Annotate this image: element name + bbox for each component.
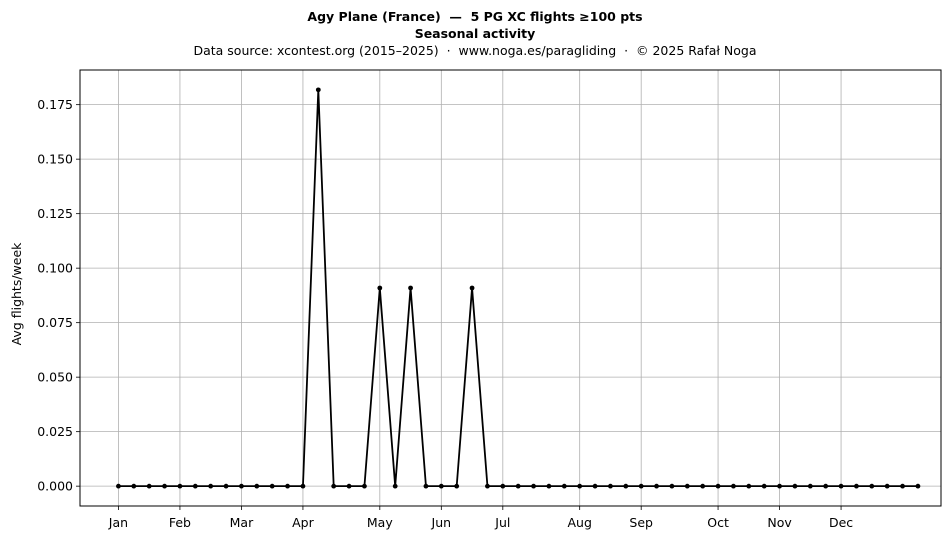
- data-point: [300, 483, 306, 489]
- plot-frame: [79, 69, 942, 507]
- data-point: [669, 483, 675, 489]
- y-tick-label: 0.150: [37, 152, 73, 167]
- x-tick-label: Apr: [292, 515, 314, 530]
- data-point: [254, 483, 260, 489]
- data-point: [223, 483, 229, 489]
- data-point: [515, 483, 521, 489]
- data-point: [838, 483, 844, 489]
- data-point: [392, 483, 398, 489]
- chart-subtitle: Seasonal activity: [414, 26, 536, 41]
- y-tick-label: 0.075: [37, 315, 73, 330]
- y-tick-label: 0.000: [37, 479, 73, 494]
- x-tick-label: Sep: [629, 515, 653, 530]
- data-point: [162, 483, 167, 489]
- data-point: [869, 483, 875, 489]
- data-point: [377, 285, 383, 291]
- grid-lines: [80, 70, 941, 506]
- data-point: [577, 483, 583, 489]
- series-line: [118, 89, 918, 488]
- data-point: [715, 483, 721, 489]
- y-axis-label: Avg flights/week: [9, 242, 24, 346]
- data-point: [592, 483, 598, 489]
- data-point: [454, 483, 460, 489]
- y-tick-label: 0.025: [37, 424, 73, 439]
- x-tick-label: Aug: [567, 515, 591, 530]
- x-axis: Jan Feb Mar Apr May Jun Jul Aug Sep Oct Nov Dec: [108, 506, 853, 530]
- data-point: [884, 483, 890, 489]
- data-point: [438, 483, 444, 489]
- data-point: [192, 483, 198, 489]
- data-point: [423, 483, 429, 489]
- data-point: [177, 483, 183, 489]
- x-tick-label: Jul: [494, 515, 510, 530]
- data-point: [208, 483, 214, 489]
- x-tick-label: Feb: [169, 515, 191, 530]
- data-point: [900, 483, 905, 489]
- data-point: [915, 483, 921, 489]
- y-tick-label: 0.125: [37, 206, 73, 221]
- x-tick-label: Jan: [108, 515, 128, 530]
- x-tick-label: May: [367, 515, 393, 530]
- data-point: [531, 483, 536, 489]
- data-point: [146, 483, 152, 489]
- data-point: [623, 483, 629, 489]
- data-point: [731, 483, 736, 489]
- data-point: [469, 285, 475, 291]
- data-point: [315, 87, 321, 93]
- data-point: [792, 483, 798, 489]
- data-point: [285, 483, 290, 489]
- data-point: [777, 483, 782, 489]
- data-point: [116, 483, 121, 489]
- data-point: [746, 483, 752, 489]
- y-tick-label: 0.100: [37, 261, 73, 276]
- data-point: [485, 483, 490, 489]
- data-point: [269, 483, 275, 489]
- data-point: [408, 285, 413, 291]
- data-point: [608, 483, 613, 489]
- chart-title: Agy Plane (France) — 5 PG XC flights ≥10…: [307, 9, 643, 24]
- data-point: [331, 483, 337, 489]
- x-tick-label: Oct: [707, 515, 729, 530]
- x-tick-label: Dec: [829, 515, 853, 530]
- x-tick-label: Mar: [230, 515, 254, 530]
- data-point: [700, 483, 706, 489]
- data-point: [684, 483, 690, 489]
- data-point: [654, 483, 659, 489]
- x-tick-label: Nov: [767, 515, 792, 530]
- data-point: [346, 483, 352, 489]
- chart-source-line: Data source: xcontest.org (2015–2025) · …: [193, 43, 757, 58]
- data-point: [854, 483, 859, 489]
- data-point: [362, 483, 367, 489]
- data-point: [761, 483, 767, 489]
- data-point: [546, 483, 552, 489]
- x-tick-label: Jun: [431, 515, 452, 530]
- series-avg-flights: [116, 87, 921, 489]
- y-axis: 0.000 0.025 0.050 0.075 0.100 0.125 0.150 0.175: [37, 97, 80, 494]
- y-tick-label: 0.175: [37, 97, 73, 112]
- data-point: [500, 483, 506, 489]
- data-point: [561, 483, 567, 489]
- data-point: [131, 483, 137, 489]
- data-point: [638, 483, 644, 489]
- data-point: [823, 483, 829, 489]
- data-point: [239, 483, 244, 489]
- data-point: [807, 483, 813, 489]
- y-tick-label: 0.050: [37, 370, 73, 385]
